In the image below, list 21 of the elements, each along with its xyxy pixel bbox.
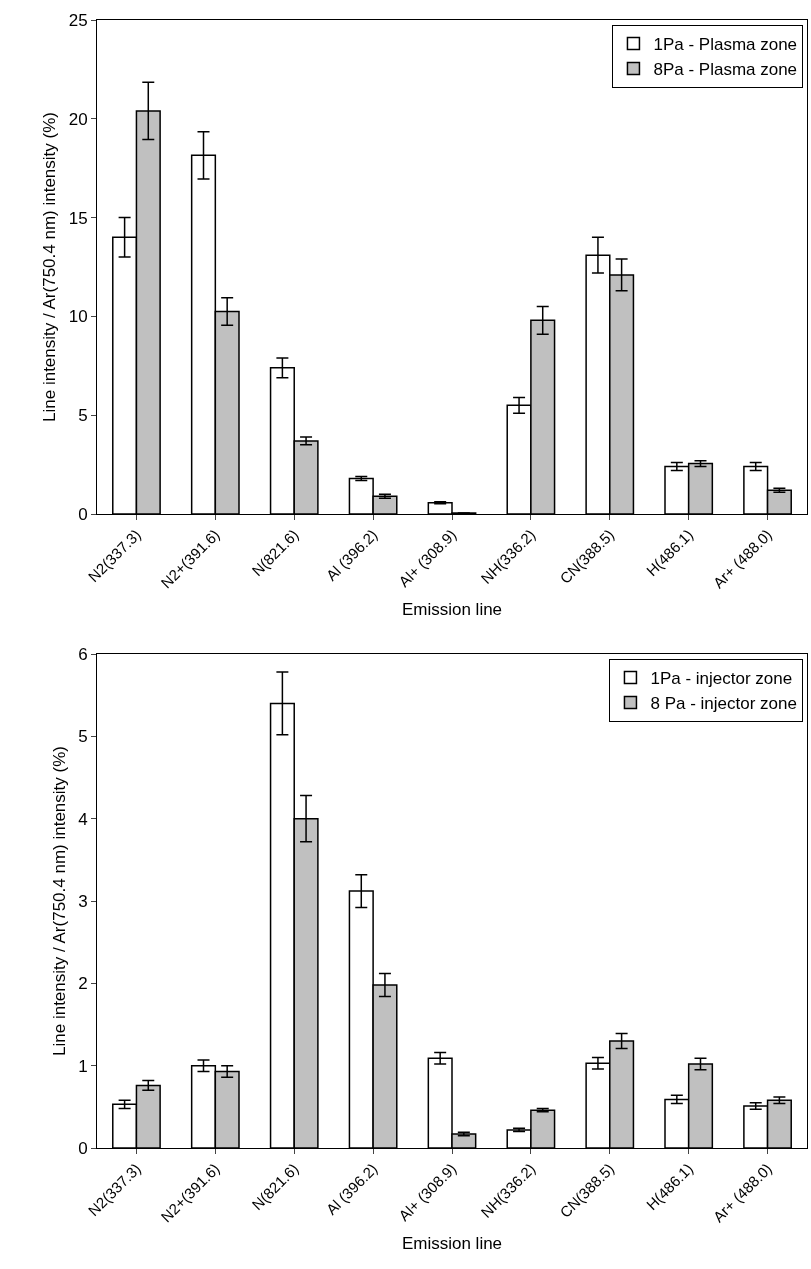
- y-tick-label: 0: [78, 504, 88, 524]
- legend-label: 8 Pa - injector zone: [650, 694, 797, 714]
- y-tick-label: 25: [68, 10, 88, 30]
- y-tick-label: 2: [78, 974, 88, 994]
- y-tick-label: 10: [68, 307, 88, 327]
- y-tick-label: 3: [78, 891, 88, 911]
- y-tick-label: 20: [68, 109, 88, 129]
- y-tick-label: 4: [78, 809, 88, 829]
- y-tick-label: 15: [68, 208, 88, 228]
- y-tick-label: 5: [78, 727, 88, 747]
- legend-label: 1Pa - Plasma zone: [653, 35, 798, 55]
- y-axis-title: Line intensity / Ar(750.4 nm) intensity (%): [40, 112, 60, 422]
- x-axis-title: Emission line: [401, 1233, 503, 1253]
- y-tick-label: 6: [78, 644, 88, 664]
- legend-label: 1Pa - injector zone: [650, 669, 793, 689]
- y-tick-label: 1: [78, 1056, 88, 1076]
- legend-label: 8Pa - Plasma zone: [653, 60, 798, 80]
- y-tick-label: 5: [78, 406, 88, 426]
- y-tick-label: 0: [78, 1138, 88, 1158]
- x-axis-title: Emission line: [401, 599, 503, 619]
- y-axis-title: Line intensity / Ar(750.4 nm) intensity (%): [49, 746, 69, 1056]
